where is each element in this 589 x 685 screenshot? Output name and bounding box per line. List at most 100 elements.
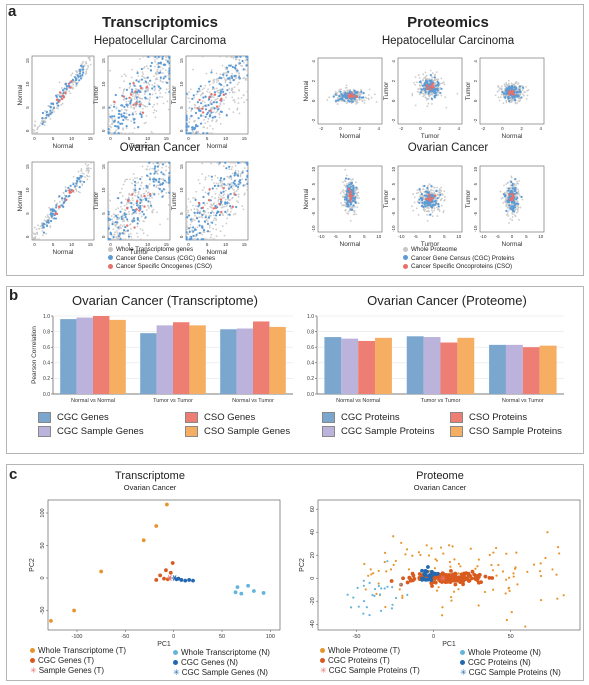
point-cgc — [192, 94, 195, 97]
x-tick-label: 10 — [145, 242, 151, 247]
point-cso — [135, 102, 138, 105]
x-tick-label: -50 — [121, 634, 129, 640]
point-whole — [155, 110, 158, 112]
point-cso — [208, 96, 211, 99]
y-tick-label: -5 — [311, 211, 316, 215]
point-whole — [235, 189, 238, 192]
point-whole — [215, 187, 218, 190]
point-whole — [215, 228, 218, 231]
legend-cgc-n: CGC Proteins (N) — [460, 658, 531, 667]
point-whole — [193, 238, 196, 241]
point-whole — [442, 209, 445, 212]
point-whole — [222, 194, 225, 197]
pca-point — [394, 559, 397, 563]
point-cgc — [120, 104, 123, 107]
point-whole — [122, 183, 125, 186]
pca-point — [430, 584, 434, 588]
point-cgc — [214, 115, 217, 118]
point-whole — [119, 224, 122, 226]
point-cgc — [437, 203, 440, 206]
point-cgc — [213, 106, 216, 110]
point-whole — [215, 107, 218, 110]
point-whole — [511, 219, 514, 221]
point-cgc — [343, 99, 346, 102]
point-whole — [123, 204, 126, 207]
point-whole — [521, 85, 523, 87]
pca-point — [474, 567, 477, 570]
point-cgc — [117, 112, 121, 116]
pca-point — [383, 560, 386, 564]
point-whole — [209, 100, 212, 103]
point-whole — [240, 172, 242, 175]
point-cgc — [144, 90, 147, 93]
point-whole — [57, 208, 60, 210]
point-whole — [228, 108, 231, 110]
point-whole — [115, 225, 118, 228]
point-cgc — [168, 77, 171, 81]
point-whole — [142, 198, 145, 201]
point-whole — [140, 215, 143, 218]
point-whole — [34, 120, 36, 123]
x-tick-label: Tumor vs Tumor — [421, 398, 461, 404]
point-cgc — [168, 90, 171, 93]
point-whole — [149, 202, 152, 204]
point-whole — [147, 67, 149, 70]
point-whole — [81, 75, 84, 78]
point-cgc — [210, 175, 213, 178]
x-tick-label: -5 — [414, 234, 418, 239]
point-whole — [246, 77, 249, 79]
point-whole — [70, 74, 73, 77]
point-cgc — [145, 184, 148, 187]
point-whole — [215, 235, 218, 238]
point-cgc — [427, 191, 430, 194]
pca-point — [406, 593, 409, 596]
point-whole — [41, 230, 44, 232]
point-cgc — [187, 125, 190, 128]
point-cgc — [507, 197, 510, 200]
point-cso — [133, 226, 136, 229]
point-whole — [201, 88, 204, 91]
legend-label: CSO Genes — [204, 412, 256, 424]
point-whole — [356, 188, 359, 191]
point-whole — [197, 179, 200, 181]
point-whole — [232, 55, 234, 58]
point-cgc — [78, 79, 81, 82]
point-cgc — [81, 73, 84, 76]
point-whole — [133, 127, 136, 130]
point-whole — [81, 183, 84, 186]
point-cgc — [139, 112, 142, 115]
point-cgc — [82, 68, 85, 71]
point-whole — [111, 121, 114, 124]
legend-sample-n: ✳ CGC Sample Genes (N) — [173, 668, 268, 677]
point-whole — [500, 85, 503, 88]
point-cgc — [434, 94, 438, 97]
point-cgc — [235, 205, 238, 209]
point-whole — [342, 181, 344, 184]
point-whole — [138, 79, 141, 82]
point-whole — [56, 202, 59, 205]
x-tick-label: 5 — [363, 234, 366, 239]
point-whole — [122, 218, 125, 221]
point-whole — [146, 194, 149, 197]
point-whole — [146, 105, 149, 108]
point-whole — [198, 89, 201, 92]
point-whole — [142, 67, 145, 70]
y-tick-label: 5 — [311, 182, 316, 185]
point-whole — [48, 218, 50, 221]
y-tick-label: 0.8 — [43, 329, 50, 335]
y-tick-label: -10 — [473, 225, 478, 232]
pca-point — [365, 606, 368, 609]
y-tick-label: 0.4 — [43, 361, 50, 367]
point-whole — [123, 97, 126, 100]
point-whole — [223, 85, 225, 88]
point-cgc — [205, 113, 209, 116]
point-whole — [132, 203, 135, 206]
point-whole — [341, 190, 344, 193]
point-cgc — [204, 108, 208, 111]
point-cgc — [74, 185, 77, 188]
point-cso — [135, 200, 139, 203]
point-whole — [215, 72, 218, 75]
point-whole — [231, 165, 234, 168]
legend-label: CSO Sample Proteins — [469, 426, 562, 438]
point-cgc — [522, 86, 525, 89]
